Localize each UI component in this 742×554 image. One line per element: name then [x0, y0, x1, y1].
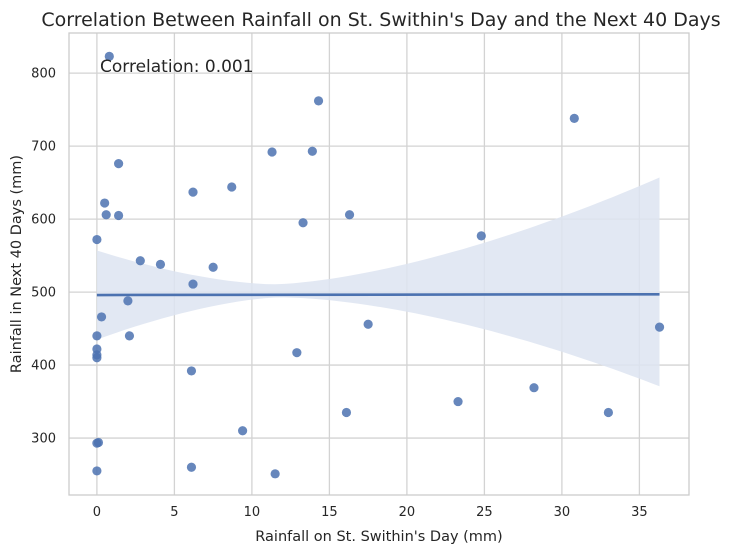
data-point	[238, 426, 248, 436]
x-tick-label: 25	[476, 505, 493, 520]
data-point	[92, 331, 102, 341]
y-tick-label: 700	[31, 140, 56, 155]
data-point	[344, 210, 355, 220]
data-points	[92, 51, 665, 479]
x-tick-label: 30	[554, 505, 571, 520]
regression-line	[96, 292, 660, 297]
data-point	[114, 159, 124, 169]
data-point	[124, 331, 135, 341]
plot-frame	[68, 32, 690, 496]
data-point	[267, 147, 277, 157]
y-tick-label: 300	[31, 432, 56, 447]
y-axis-label: Rainfall in Next 40 Days (mm)	[9, 155, 25, 373]
confidence-band-area	[96, 177, 660, 387]
data-point	[92, 353, 102, 363]
x-tick-labels: 0 5 10 15 20 25 30 35	[93, 505, 648, 520]
x-tick-label: 35	[631, 505, 648, 520]
data-point	[453, 396, 463, 407]
y-tick-label: 600	[31, 213, 56, 228]
data-point	[92, 438, 102, 448]
data-point	[298, 218, 308, 228]
x-axis-label: Rainfall on St. Swithin's Day (mm)	[255, 529, 502, 545]
data-point	[100, 198, 110, 208]
confidence-band	[96, 177, 660, 387]
regression-line-path	[96, 292, 660, 297]
y-tick-label: 800	[31, 67, 56, 82]
data-point	[476, 231, 486, 241]
data-point	[92, 234, 102, 245]
data-point	[114, 210, 124, 221]
chart-title: Correlation Between Rainfall on St. Swit…	[41, 9, 720, 31]
x-tick-label: 0	[93, 505, 101, 520]
x-tick-label: 20	[399, 505, 416, 520]
data-point	[155, 259, 166, 269]
data-point	[603, 407, 614, 418]
data-point	[123, 296, 133, 306]
data-point	[101, 210, 111, 220]
data-point	[363, 319, 373, 329]
data-point	[227, 182, 237, 192]
y-tick-labels: 300 400 500 600 700 800	[31, 67, 56, 447]
data-point	[569, 113, 579, 123]
data-point	[313, 96, 324, 106]
data-point	[92, 466, 102, 476]
data-point	[529, 383, 539, 393]
y-tick-label: 500	[31, 286, 56, 301]
x-tick-label: 10	[244, 505, 261, 520]
data-point	[186, 366, 197, 376]
data-point	[341, 407, 352, 418]
data-point	[96, 312, 107, 322]
data-point	[270, 469, 280, 479]
x-tick-label: 15	[321, 505, 338, 520]
x-tick-label: 5	[170, 505, 178, 520]
data-point	[188, 279, 198, 289]
data-point	[208, 262, 218, 272]
correlation-annotation: Correlation: 0.001	[100, 57, 254, 77]
data-point	[292, 348, 302, 358]
data-point	[186, 462, 197, 472]
data-point	[104, 51, 114, 61]
data-point	[135, 256, 145, 266]
y-tick-label: 400	[31, 359, 56, 374]
data-point	[654, 322, 665, 332]
data-point	[188, 187, 198, 197]
data-point	[307, 146, 317, 156]
